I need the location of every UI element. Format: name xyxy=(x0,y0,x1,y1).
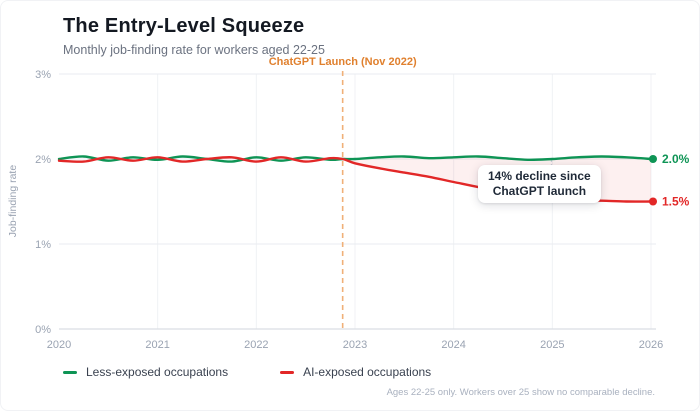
y-tick-label: 2% xyxy=(35,154,51,166)
end-dot-less-exposed xyxy=(649,155,657,163)
legend-label-less-exposed: Less-exposed occupations xyxy=(86,365,229,379)
page-subtitle: Monthly job-finding rate for workers age… xyxy=(63,43,325,57)
x-tick-label: 2026 xyxy=(639,339,663,351)
footnote: Ages 22-25 only. Workers over 25 show no… xyxy=(386,387,655,398)
legend-label-ai-exposed: AI-exposed occupations xyxy=(303,365,432,379)
page-title: The Entry-Level Squeeze xyxy=(63,15,305,37)
x-tick-label: 2025 xyxy=(540,339,564,351)
end-value-label: 2.0% xyxy=(662,152,690,166)
chart-legend: Less-exposed occupations AI-exposed occu… xyxy=(63,365,431,379)
y-tick-label: 1% xyxy=(35,239,51,251)
series-line-less-exposed xyxy=(57,155,653,163)
legend-swatch-green xyxy=(63,370,77,374)
y-tick-label: 0% xyxy=(35,324,51,336)
chart-header: The Entry-Level Squeeze Monthly job-find… xyxy=(63,13,325,57)
x-tick-label: 2021 xyxy=(145,339,169,351)
y-tick-label: 3% xyxy=(35,69,51,81)
end-value-label: 1.5% xyxy=(662,195,690,209)
annotation-line-2: ChatGPT launch xyxy=(492,184,587,198)
event-label: ChatGPT Launch (Nov 2022) xyxy=(269,56,417,68)
legend-item-ai-exposed: AI-exposed occupations xyxy=(280,365,431,379)
x-tick-label: 2024 xyxy=(441,339,465,351)
y-axis-title: Job-finding rate xyxy=(7,165,19,238)
legend-swatch-red xyxy=(280,370,295,374)
x-tick-label: 2020 xyxy=(47,339,71,351)
x-tick-label: 2022 xyxy=(244,339,268,351)
x-tick-label: 2023 xyxy=(343,339,367,351)
annotation-callout: 14% decline since ChatGPT launch xyxy=(478,165,601,203)
annotation-line-1: 14% decline since xyxy=(488,169,591,183)
end-dot-ai-exposed xyxy=(649,197,657,206)
legend-item-less-exposed: Less-exposed occupations xyxy=(63,365,228,379)
